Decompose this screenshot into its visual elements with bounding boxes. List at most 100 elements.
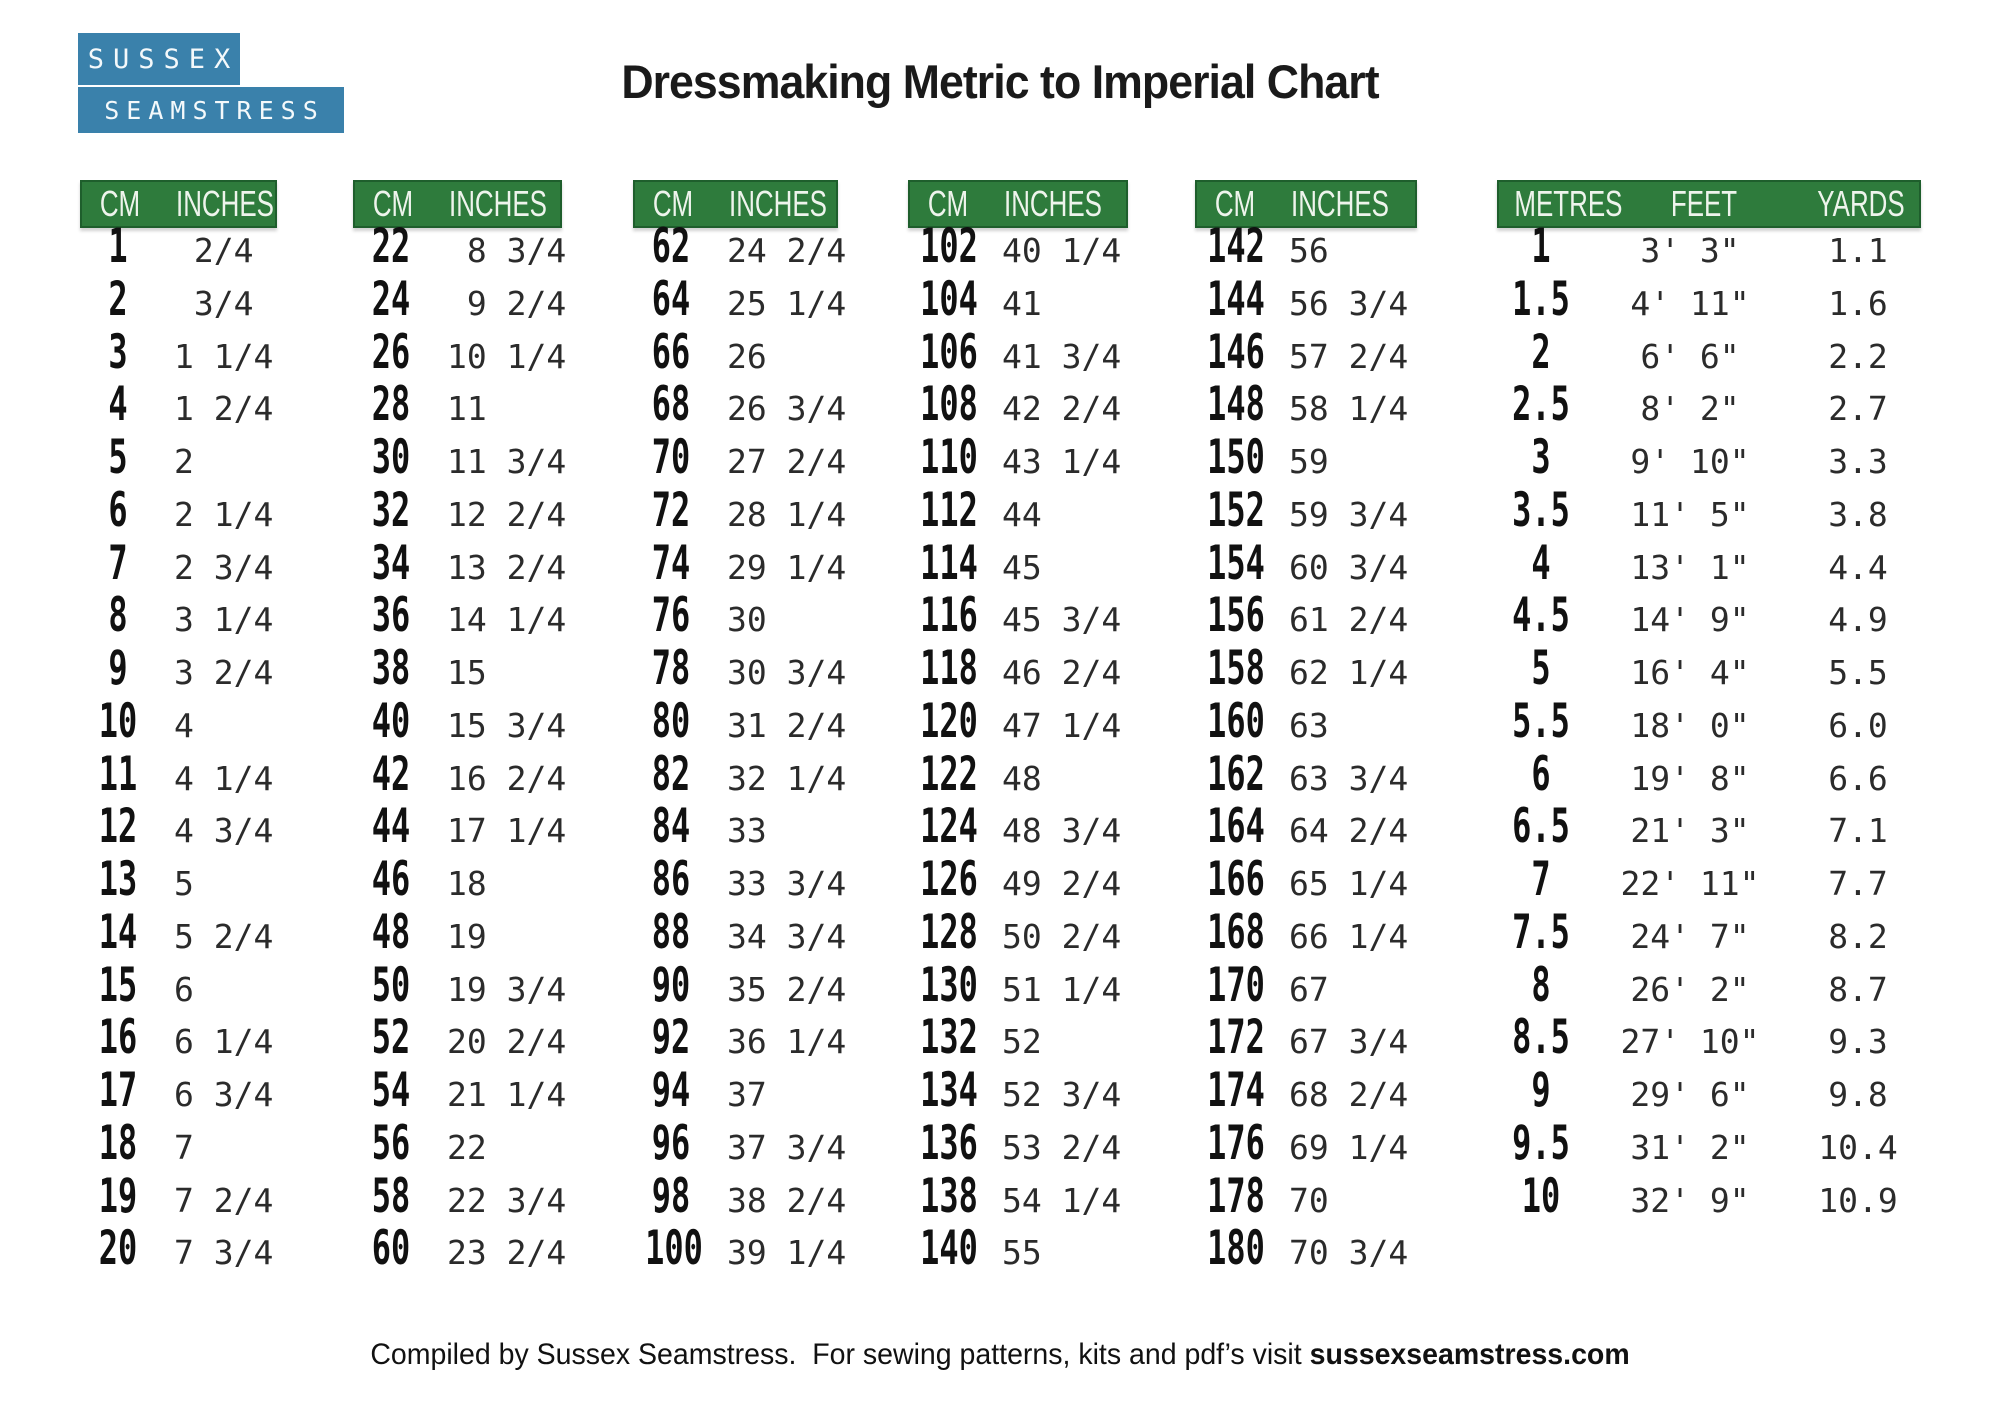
table-row: 7 22' 11" 7.7 bbox=[1497, 853, 1921, 907]
logo-line-2: SEAMSTRESS bbox=[78, 87, 344, 133]
table-row: 40 15 3/4 bbox=[353, 695, 566, 749]
feet-value: 18' 0" bbox=[1630, 705, 1750, 745]
cm-value: 114 bbox=[920, 535, 978, 591]
cm-value: 126 bbox=[920, 852, 978, 907]
cm-value: 15 bbox=[98, 957, 138, 1013]
yards-value: 5.5 bbox=[1828, 653, 1888, 692]
table-row: 36 14 1/4 bbox=[353, 589, 566, 643]
inches-value: 48 bbox=[1002, 758, 1042, 798]
inches-header-label: INCHES bbox=[1291, 183, 1389, 224]
cm-value: 154 bbox=[1207, 535, 1265, 591]
metres-value: 2 bbox=[1531, 324, 1551, 380]
table-row: 38 15 bbox=[353, 642, 562, 696]
table-row: 5.5 18' 0" 6.0 bbox=[1497, 695, 1921, 749]
cm-value: 178 bbox=[1207, 1168, 1265, 1224]
table-row: 94 37 bbox=[633, 1064, 838, 1118]
cm-value: 11 bbox=[98, 746, 138, 802]
cm-value: 13 bbox=[98, 852, 138, 907]
cm-value: 132 bbox=[920, 1010, 978, 1066]
table-row: 156 61 2/4 bbox=[1195, 589, 1417, 643]
inches-value: 60 3/4 bbox=[1289, 547, 1409, 587]
inches-value: 53 2/4 bbox=[1002, 1127, 1122, 1167]
metres-header-label: METRES bbox=[1514, 183, 1623, 224]
inches-value: 19 3/4 bbox=[447, 969, 567, 1009]
table-row: 2 3/4 bbox=[80, 273, 277, 327]
inches-value: 66 1/4 bbox=[1289, 916, 1409, 956]
cm-value: 180 bbox=[1207, 1221, 1265, 1277]
inches-value: 37 bbox=[727, 1075, 767, 1114]
table-row: 112 44 bbox=[908, 482, 1128, 538]
table-row: 154 60 3/4 bbox=[1195, 535, 1417, 591]
table-row: 7.5 24' 7" 8.2 bbox=[1497, 906, 1921, 960]
cm-value: 172 bbox=[1207, 1010, 1265, 1066]
cm-value: 28 bbox=[371, 377, 411, 433]
cm-value: 72 bbox=[651, 482, 691, 538]
cm-value: 150 bbox=[1207, 430, 1265, 485]
table-header: CM INCHES bbox=[353, 180, 562, 228]
inches-value: 2 3/4 bbox=[174, 547, 274, 587]
table-row: 72 28 1/4 bbox=[633, 482, 846, 538]
table-row: 1 3' 3" 1.1 bbox=[1497, 220, 1921, 274]
cm-value: 128 bbox=[920, 904, 978, 960]
yards-value: 2.7 bbox=[1828, 389, 1888, 429]
inches-value: 32 1/4 bbox=[727, 758, 847, 798]
table-row: 114 45 bbox=[908, 535, 1128, 591]
cm-value: 108 bbox=[920, 377, 978, 433]
cm-value: 30 bbox=[371, 430, 411, 485]
cm-value: 52 bbox=[371, 1010, 411, 1066]
table-row: 9.5 31' 2" 10.4 bbox=[1497, 1117, 1921, 1171]
metres-value: 5 bbox=[1531, 641, 1551, 696]
inches-value: 5 2/4 bbox=[174, 916, 274, 956]
inches-value: 69 1/4 bbox=[1289, 1127, 1409, 1167]
table-row: 80 31 2/4 bbox=[633, 695, 846, 749]
metres-feet-yards-table: METRES FEET YARDS 1 3' 3" 1.1 1.5 4' 11" 1.6 2… bbox=[1497, 180, 1921, 1223]
inches-value: 45 bbox=[1002, 547, 1042, 587]
table-row: 1.5 4' 11" 1.6 bbox=[1497, 273, 1921, 327]
inches-value: 41 bbox=[1002, 283, 1042, 323]
page-title: Dressmaking Metric to Imperial Chart bbox=[621, 55, 1379, 108]
table-header: CM INCHES bbox=[633, 180, 838, 228]
cm-header-label: CM bbox=[652, 183, 694, 224]
inches-value: 47 1/4 bbox=[1002, 705, 1122, 745]
table-row: 3 1 1/4 bbox=[80, 326, 277, 380]
inches-value: 42 2/4 bbox=[1002, 389, 1122, 429]
inches-value: 67 bbox=[1289, 969, 1329, 1009]
inches-value: 11 bbox=[447, 389, 487, 429]
table-header: CM INCHES bbox=[80, 180, 277, 228]
cm-value: 22 bbox=[371, 219, 411, 274]
table-row: 2.5 8' 2" 2.7 bbox=[1497, 378, 1921, 432]
table-row: 4 1 2/4 bbox=[80, 378, 277, 432]
cm-value: 112 bbox=[920, 482, 978, 538]
inches-value: 1 1/4 bbox=[174, 336, 274, 376]
inches-value: 15 bbox=[447, 653, 487, 692]
inches-value: 57 2/4 bbox=[1289, 336, 1409, 376]
cm-value: 8 bbox=[108, 588, 128, 644]
table-row: 19 7 2/4 bbox=[80, 1170, 277, 1224]
table-row: 20 7 3/4 bbox=[80, 1222, 277, 1276]
cm-value: 130 bbox=[920, 957, 978, 1013]
inches-value: 51 1/4 bbox=[1002, 969, 1122, 1009]
table-row: 142 56 bbox=[1195, 220, 1417, 274]
table-row: 9 29' 6" 9.8 bbox=[1497, 1064, 1921, 1118]
inches-value: 26 3/4 bbox=[727, 389, 847, 429]
yards-value: 6.6 bbox=[1828, 758, 1888, 798]
cm-value: 144 bbox=[1207, 271, 1265, 327]
inches-value: 36 1/4 bbox=[727, 1022, 847, 1062]
inches-value: 33 bbox=[727, 811, 767, 851]
footer-text: Compiled by Sussex Seamstress. For sewin… bbox=[50, 1338, 1950, 1372]
cm-value: 84 bbox=[651, 799, 691, 855]
cm-value: 176 bbox=[1207, 1115, 1265, 1171]
cm-value: 68 bbox=[651, 377, 691, 433]
inches-value: 62 1/4 bbox=[1289, 653, 1409, 692]
metres-value: 3.5 bbox=[1512, 482, 1570, 538]
inches-value: 63 3/4 bbox=[1289, 758, 1409, 798]
inches-value: 59 bbox=[1289, 442, 1329, 481]
table-row: 14 5 2/4 bbox=[80, 906, 277, 960]
cm-value: 98 bbox=[651, 1168, 691, 1224]
inches-value: 6 1/4 bbox=[174, 1022, 274, 1062]
table-row: 96 37 3/4 bbox=[633, 1117, 846, 1171]
table-row: 132 52 bbox=[908, 1010, 1128, 1066]
table-row: 11 4 1/4 bbox=[80, 746, 277, 802]
